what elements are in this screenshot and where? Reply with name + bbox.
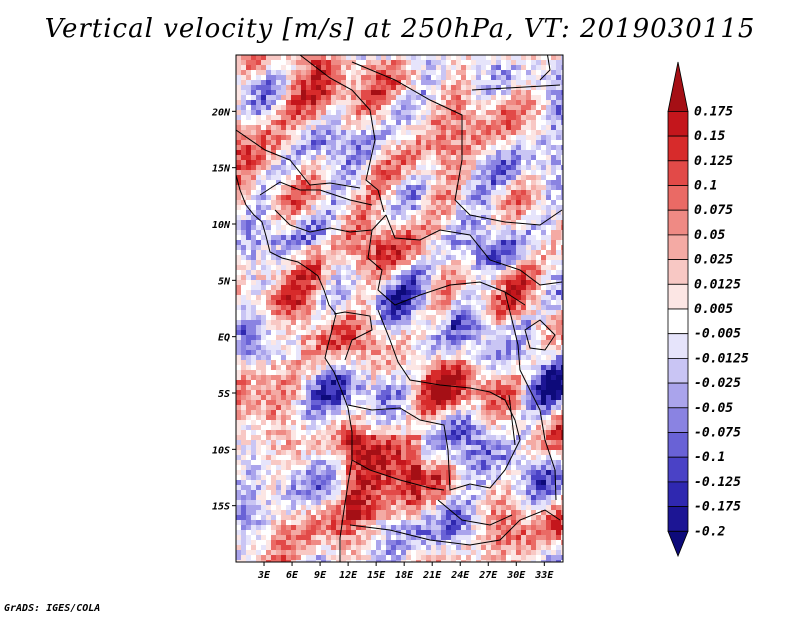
colorbar-swatch	[667, 135, 689, 162]
colorbar-label: 0.175	[694, 104, 733, 119]
lat-tick-label: 20N	[211, 107, 231, 118]
colorbar-swatch	[667, 185, 689, 211]
colorbar-swatch	[667, 506, 689, 532]
colorbar-label: 0.05	[694, 228, 725, 243]
lon-tick-label: 12E	[339, 570, 358, 581]
colorbar-label: -0.025	[694, 376, 741, 391]
lon-tick-label: 3E	[257, 570, 271, 581]
colorbar-label: 0.15	[694, 129, 725, 144]
lon-tick-label: 9E	[314, 570, 327, 581]
chart-title: Vertical velocity [m/s] at 250hPa, VT: 2…	[44, 14, 756, 44]
colorbar-swatch	[667, 333, 689, 359]
colorbar-label: 0.025	[694, 253, 733, 268]
lat-tick-label: 5S	[218, 389, 230, 400]
colorbar-swatch	[667, 209, 689, 236]
lon-tick-label: 21E	[422, 570, 442, 581]
country-borders	[236, 55, 563, 562]
plot-frame	[235, 54, 564, 563]
colorbar-swatch	[667, 308, 689, 335]
lat-tick-label: 10N	[212, 220, 231, 231]
colorbar-swatch	[667, 283, 689, 310]
colorbar-label: -0.125	[694, 475, 741, 490]
lon-tick-label: 33E	[534, 570, 554, 581]
colorbar-label: -0.075	[694, 426, 741, 441]
grads-credit: GrADS: IGES/COLA	[4, 603, 101, 614]
longitude-axis: 3E 6E 9E 12E 15E 18E 21E 24E 27E 30E 33E	[257, 562, 554, 581]
colorbar-swatch	[667, 160, 689, 186]
colorbar-swatch	[667, 456, 689, 483]
latitude-axis: 20N 15N 10N 5N EQ 5S 10S 15S	[211, 107, 236, 513]
lon-tick-label: 30E	[506, 570, 526, 581]
lat-tick-label: 5N	[218, 276, 231, 287]
colorbar-swatch	[667, 61, 689, 112]
lat-tick-label: 15N	[212, 164, 231, 175]
colorbar-label: -0.1	[694, 450, 725, 465]
colorbar-label: -0.05	[694, 401, 733, 416]
colorbar-label: 0.1	[694, 179, 717, 194]
velocity-field	[236, 55, 563, 562]
colorbar-swatch	[667, 111, 689, 137]
lon-tick-label: 18E	[395, 570, 414, 581]
colorbar-swatch	[667, 357, 689, 384]
lon-tick-label: 27E	[478, 570, 498, 581]
colorbar-label: 0.005	[694, 302, 733, 317]
lat-tick-label: EQ	[218, 333, 230, 344]
lon-tick-label: 15E	[367, 570, 386, 581]
colorbar-swatch	[667, 432, 689, 458]
lat-tick-label: 15S	[212, 502, 230, 513]
colorbar-label: -0.0125	[694, 351, 749, 366]
colorbar-swatch	[667, 234, 689, 260]
colorbar-swatch	[667, 259, 689, 285]
colorbar-label: -0.175	[694, 500, 741, 515]
colorbar-label: -0.005	[694, 327, 741, 342]
lat-tick-label: 10S	[212, 445, 230, 456]
colorbar-swatch	[667, 407, 689, 433]
colorbar-label: -0.2	[694, 524, 725, 539]
lon-tick-label: 6E	[286, 570, 299, 581]
colorbar: 0.175 0.15 0.125 0.1 0.075 0.05 0.025 0.0125 0.0…	[667, 61, 749, 558]
colorbar-swatch	[667, 481, 689, 507]
colorbar-label: 0.125	[694, 154, 733, 169]
colorbar-swatch	[667, 530, 689, 558]
colorbar-label: 0.075	[694, 203, 733, 218]
colorbar-swatch	[667, 382, 689, 409]
lon-tick-label: 24E	[450, 570, 470, 581]
colorbar-label: 0.0125	[694, 277, 741, 292]
